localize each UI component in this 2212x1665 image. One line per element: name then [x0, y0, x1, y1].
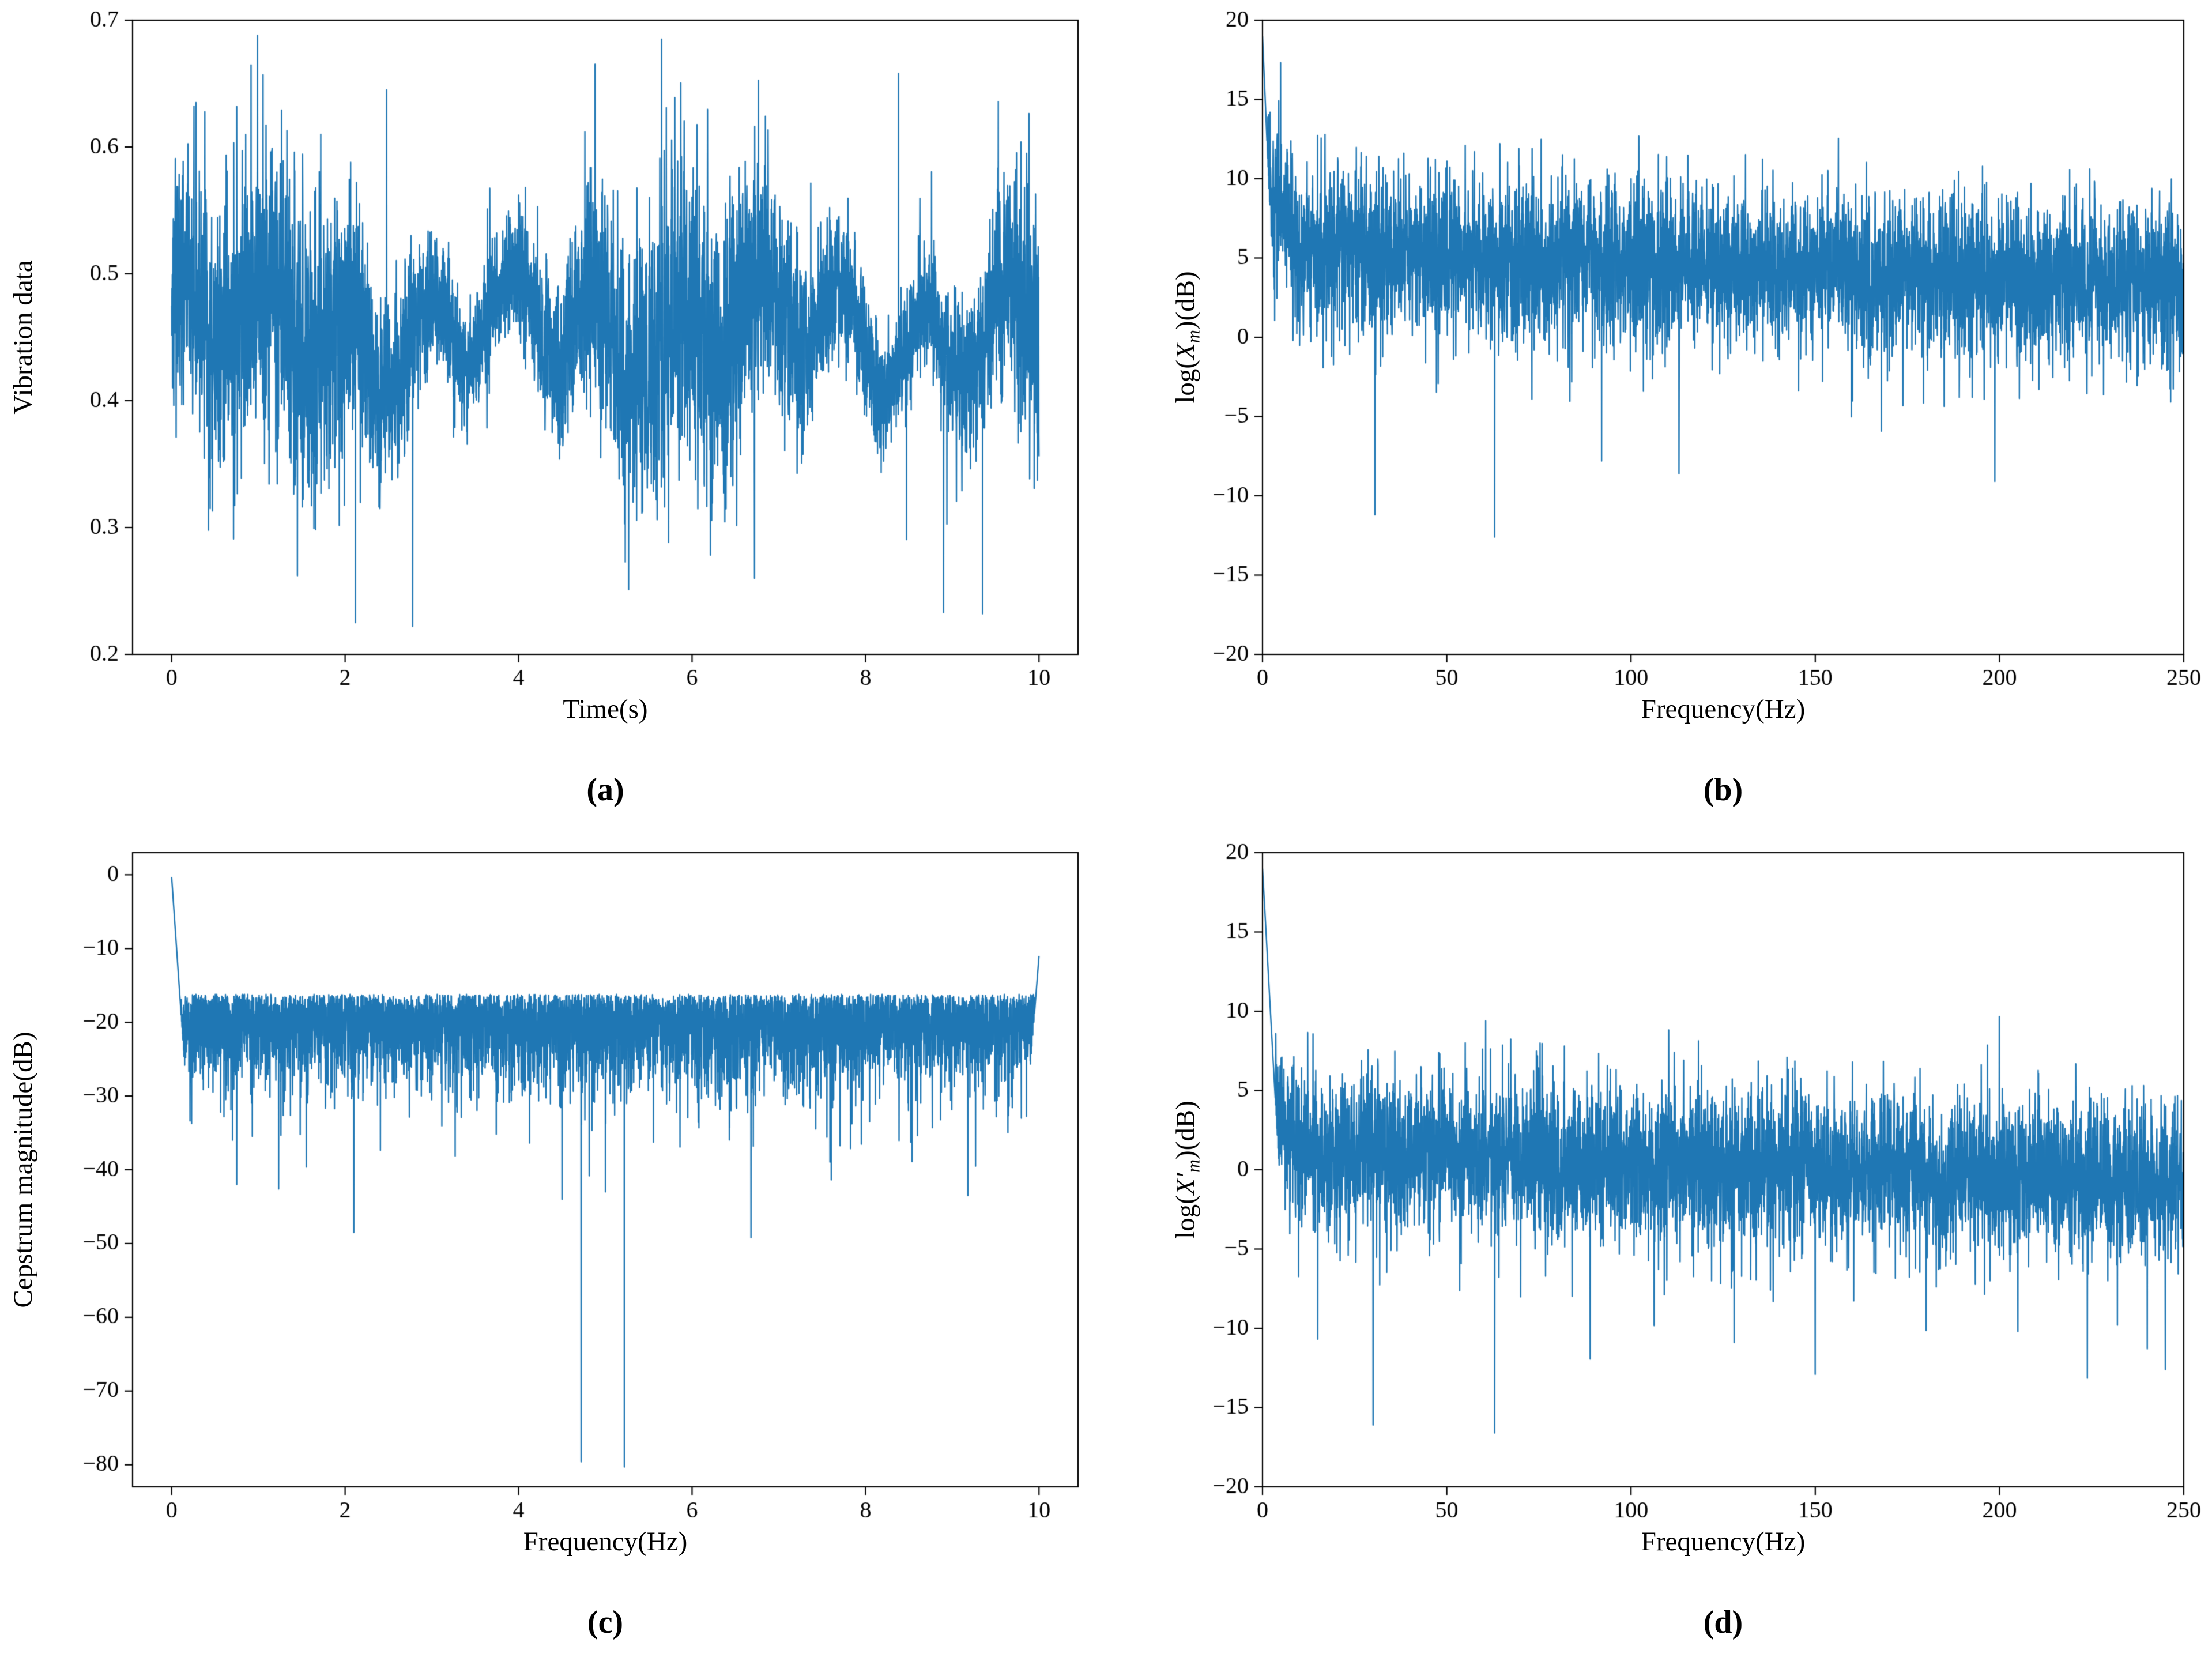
y-axis-label-text-c: Cepstrum magnitude(dB)	[8, 1031, 38, 1308]
ylabel-sub-d: m	[1183, 1159, 1204, 1173]
panel-d: log(X′m)(dB) Frequency(Hz) (d)	[1106, 832, 2212, 1665]
ylabel-sub-b: m	[1183, 330, 1204, 344]
panel-caption-a: (a)	[586, 772, 624, 808]
x-axis-label-a: Time(s)	[563, 694, 648, 724]
y-axis-label-d: log(X′m)(dB)	[1170, 1101, 1204, 1239]
chart-canvas-b	[1106, 0, 2211, 721]
chart-canvas-d	[1106, 832, 2211, 1553]
y-axis-label-b: log(Xm)(dB)	[1170, 271, 1204, 403]
chart-canvas-c	[0, 832, 1106, 1553]
y-axis-label-a: Vibration data	[7, 260, 39, 414]
ylabel-post-b: )(dB)	[1170, 271, 1201, 330]
ylabel-post-d: )(dB)	[1170, 1101, 1201, 1160]
ylabel-var-d: X′	[1170, 1173, 1201, 1196]
x-axis-label-c: Frequency(Hz)	[523, 1527, 688, 1557]
y-axis-label-text-a: Vibration data	[8, 260, 38, 415]
chart-canvas-a	[0, 0, 1106, 721]
ylabel-pre-d: log(	[1170, 1195, 1201, 1239]
x-axis-label-b: Frequency(Hz)	[1641, 694, 1806, 724]
panel-a: Vibration data Time(s) (a)	[0, 0, 1106, 832]
ylabel-pre-b: log(	[1170, 359, 1201, 404]
panel-caption-b: (b)	[1703, 772, 1743, 808]
panel-b: log(Xm)(dB) Frequency(Hz) (b)	[1106, 0, 2212, 832]
panel-c: Cepstrum magnitude(dB) Frequency(Hz) (c)	[0, 832, 1106, 1665]
x-axis-label-d: Frequency(Hz)	[1641, 1527, 1806, 1557]
panel-caption-d: (d)	[1703, 1604, 1743, 1640]
y-axis-label-c: Cepstrum magnitude(dB)	[7, 1031, 39, 1308]
panel-caption-c: (c)	[587, 1604, 624, 1640]
ylabel-var-b: X	[1170, 343, 1201, 360]
